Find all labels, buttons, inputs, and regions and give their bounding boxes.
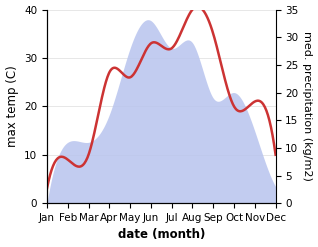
Y-axis label: max temp (C): max temp (C) [5, 65, 18, 147]
X-axis label: date (month): date (month) [118, 228, 205, 242]
Y-axis label: med. precipitation (kg/m2): med. precipitation (kg/m2) [302, 31, 313, 181]
